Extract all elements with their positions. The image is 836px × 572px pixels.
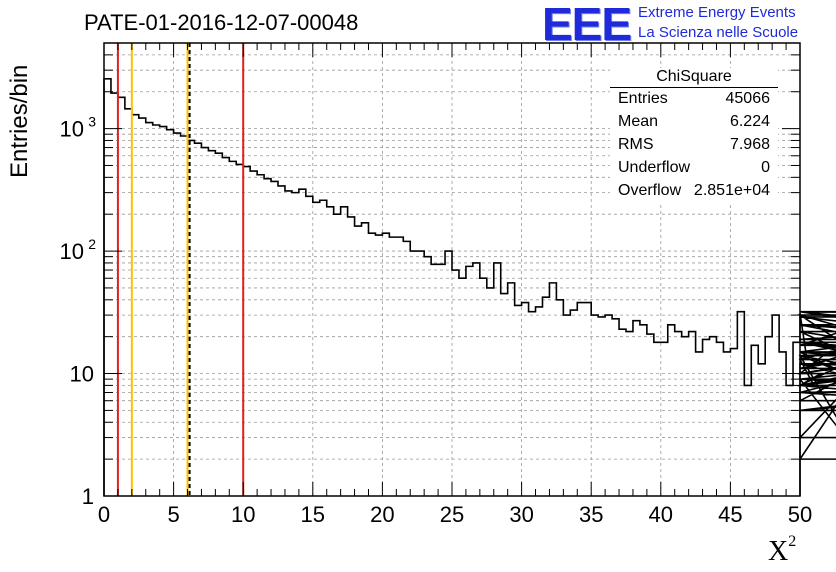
eee-logo-line1: Extreme Energy Events	[638, 4, 796, 21]
x-tick-label: 35	[579, 502, 603, 527]
stats-row-mean: Mean 6.224	[610, 113, 778, 136]
stats-box-title: ChiSquare	[610, 68, 778, 88]
marker-lines	[116, 43, 245, 496]
stats-value: 45066	[725, 90, 771, 107]
eee-logo-mark: EEE	[542, 0, 632, 50]
x-tick-label: 45	[718, 502, 742, 527]
x-tick-label: 25	[440, 502, 464, 527]
stats-value: 2.851e+04	[693, 182, 770, 199]
eee-logo-line2: La Scienza nelle Scuole	[638, 24, 799, 41]
x-tick-label: 0	[98, 502, 110, 527]
y-tick-label: 10	[60, 239, 84, 264]
x-axis-label: X2	[768, 532, 797, 568]
y-tick-label: 10	[60, 117, 84, 142]
x-tick-label: 50	[788, 502, 812, 527]
stats-value: 0	[761, 159, 770, 176]
stats-value: 7.968	[729, 136, 770, 153]
stats-key: Overflow	[618, 182, 682, 199]
x-tick-label: 5	[167, 502, 179, 527]
stats-key: Mean	[618, 113, 659, 130]
stats-row-rms: RMS 7.968	[610, 136, 778, 159]
y-tick-label: 10	[70, 362, 94, 387]
chart-title: PATE-01-2016-12-07-00048	[84, 10, 359, 35]
x-tick-label: 20	[370, 502, 394, 527]
x-axis-label-superscript: 2	[788, 532, 797, 550]
y-tick-label-exponent: 2	[88, 236, 96, 252]
x-tick-label: 10	[231, 502, 255, 527]
stats-row-overflow: Overflow 2.851e+04	[610, 182, 778, 205]
stats-row-entries: Entries 45066	[610, 90, 778, 113]
stats-value: 6.224	[729, 113, 770, 130]
y-axis-label: Entries/bin	[6, 64, 33, 178]
stats-key: Underflow	[618, 159, 691, 176]
histogram-series	[103, 78, 836, 496]
histogram-step-line	[103, 78, 836, 496]
y-tick-label-exponent: 3	[88, 114, 96, 130]
stats-key: Entries	[618, 90, 668, 107]
x-tick-label: 40	[649, 502, 673, 527]
x-tick-label: 30	[509, 502, 533, 527]
stats-box: ChiSquare Entries 45066 Mean 6.224 RMS 7…	[610, 68, 778, 205]
stats-row-underflow: Underflow 0	[610, 159, 778, 182]
x-tick-label: 15	[301, 502, 325, 527]
y-tick-label: 1	[82, 484, 94, 509]
x-axis-label-text: X	[768, 536, 789, 567]
stats-key: RMS	[618, 136, 654, 153]
